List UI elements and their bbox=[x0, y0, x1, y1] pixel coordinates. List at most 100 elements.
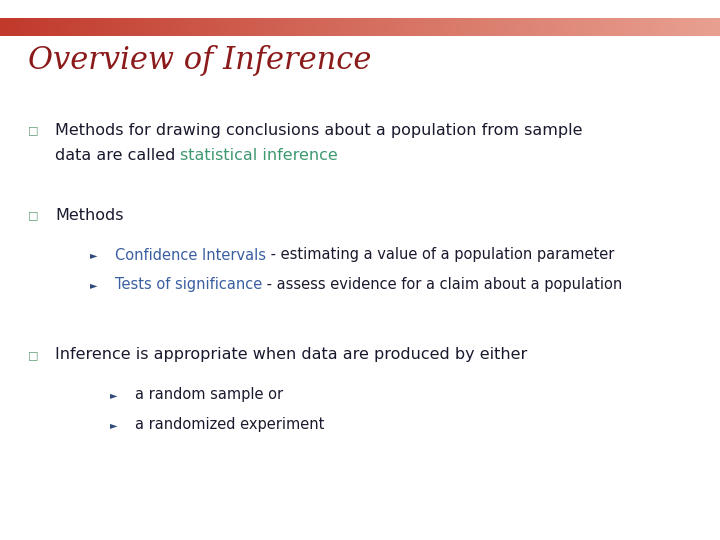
Bar bbox=[290, 18, 293, 36]
Bar bbox=[718, 18, 720, 36]
Bar bbox=[706, 18, 708, 36]
Bar bbox=[48, 18, 50, 36]
Bar bbox=[600, 18, 603, 36]
Bar bbox=[58, 18, 60, 36]
Bar bbox=[662, 18, 665, 36]
Bar bbox=[564, 18, 567, 36]
Bar bbox=[243, 18, 245, 36]
Bar bbox=[353, 18, 355, 36]
Bar bbox=[257, 18, 259, 36]
Bar bbox=[391, 18, 394, 36]
Bar bbox=[86, 18, 89, 36]
Bar bbox=[682, 18, 684, 36]
Bar bbox=[631, 18, 634, 36]
Bar bbox=[36, 18, 38, 36]
Bar bbox=[595, 18, 598, 36]
Bar bbox=[120, 18, 122, 36]
Bar bbox=[639, 18, 641, 36]
Bar bbox=[106, 18, 108, 36]
Bar bbox=[338, 18, 341, 36]
Bar bbox=[99, 18, 101, 36]
Bar bbox=[497, 18, 499, 36]
Bar bbox=[70, 18, 72, 36]
Bar bbox=[168, 18, 171, 36]
Bar bbox=[576, 18, 578, 36]
Bar bbox=[528, 18, 531, 36]
Text: ►: ► bbox=[110, 420, 117, 430]
Bar bbox=[156, 18, 158, 36]
Bar bbox=[300, 18, 302, 36]
Bar bbox=[271, 18, 274, 36]
Bar bbox=[473, 18, 475, 36]
Bar bbox=[225, 18, 228, 36]
Bar bbox=[74, 18, 77, 36]
Bar bbox=[322, 18, 324, 36]
Bar bbox=[293, 18, 295, 36]
Bar bbox=[307, 18, 310, 36]
Bar bbox=[394, 18, 396, 36]
Text: a randomized experiment: a randomized experiment bbox=[135, 417, 325, 433]
Bar bbox=[230, 18, 233, 36]
Bar bbox=[365, 18, 367, 36]
Bar bbox=[295, 18, 297, 36]
Bar bbox=[173, 18, 175, 36]
Bar bbox=[521, 18, 523, 36]
Bar bbox=[317, 18, 319, 36]
Bar bbox=[254, 18, 257, 36]
Bar bbox=[432, 18, 434, 36]
Bar bbox=[228, 18, 230, 36]
Bar bbox=[84, 18, 86, 36]
Bar bbox=[209, 18, 211, 36]
Bar bbox=[540, 18, 542, 36]
Bar bbox=[358, 18, 360, 36]
Bar bbox=[703, 18, 706, 36]
Bar bbox=[17, 18, 19, 36]
Bar bbox=[204, 18, 207, 36]
Bar bbox=[45, 18, 48, 36]
Text: a random sample or: a random sample or bbox=[135, 388, 283, 402]
Bar bbox=[319, 18, 322, 36]
Bar bbox=[31, 18, 34, 36]
Bar bbox=[552, 18, 554, 36]
Bar bbox=[425, 18, 427, 36]
Text: Methods for drawing conclusions about a population from sample: Methods for drawing conclusions about a … bbox=[55, 123, 582, 138]
Bar bbox=[281, 18, 283, 36]
Bar bbox=[701, 18, 703, 36]
Bar bbox=[389, 18, 391, 36]
Bar bbox=[379, 18, 382, 36]
Bar bbox=[415, 18, 418, 36]
Bar bbox=[423, 18, 425, 36]
Bar bbox=[621, 18, 624, 36]
Bar bbox=[135, 18, 137, 36]
Bar bbox=[377, 18, 379, 36]
Bar bbox=[403, 18, 405, 36]
Bar bbox=[562, 18, 564, 36]
Bar bbox=[110, 18, 113, 36]
Bar bbox=[499, 18, 502, 36]
Bar bbox=[79, 18, 81, 36]
Bar bbox=[101, 18, 103, 36]
Bar bbox=[233, 18, 235, 36]
Bar bbox=[585, 18, 588, 36]
Bar bbox=[636, 18, 639, 36]
Bar bbox=[643, 18, 646, 36]
Bar bbox=[199, 18, 202, 36]
Bar bbox=[369, 18, 372, 36]
Bar bbox=[626, 18, 629, 36]
Bar bbox=[410, 18, 413, 36]
Bar bbox=[0, 18, 2, 36]
Bar bbox=[329, 18, 331, 36]
Bar bbox=[221, 18, 223, 36]
Bar bbox=[612, 18, 614, 36]
Bar bbox=[533, 18, 535, 36]
Bar bbox=[646, 18, 648, 36]
Bar bbox=[372, 18, 374, 36]
Bar bbox=[495, 18, 497, 36]
Bar bbox=[94, 18, 96, 36]
Bar bbox=[336, 18, 338, 36]
Bar bbox=[283, 18, 286, 36]
Bar bbox=[605, 18, 607, 36]
Bar bbox=[437, 18, 439, 36]
Bar bbox=[43, 18, 45, 36]
Bar bbox=[38, 18, 41, 36]
